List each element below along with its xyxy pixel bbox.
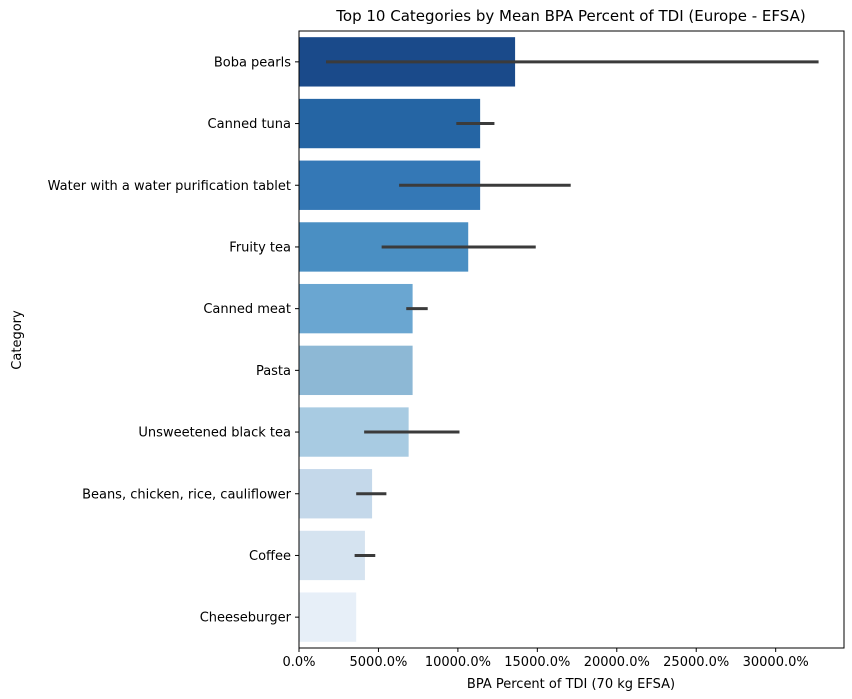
x-tick-label: 25000.0% xyxy=(663,655,729,670)
chart-title: Top 10 Categories by Mean BPA Percent of… xyxy=(335,7,805,25)
y-tick-label: Fruity tea xyxy=(229,240,291,255)
x-tick-label: 5000.0% xyxy=(350,655,408,670)
bar xyxy=(299,283,413,334)
plot-frame xyxy=(298,30,845,649)
y-tick-label: Cheeseburger xyxy=(200,611,292,626)
y-tick-label: Boba pearls xyxy=(214,55,291,70)
y-category-labels: Boba pearls Canned tuna Water with a water… xyxy=(48,55,299,626)
x-tick-label: 20000.0% xyxy=(584,655,650,670)
y-tick-label: Beans, chicken, rice, cauliflower xyxy=(82,487,292,502)
x-tick-label: 15000.0% xyxy=(504,655,570,670)
bars-layer xyxy=(299,37,516,642)
bar xyxy=(299,530,365,581)
bar xyxy=(299,98,481,149)
x-tick-label: 30000.0% xyxy=(743,655,809,670)
bar xyxy=(299,345,413,396)
x-tick-label: 10000.0% xyxy=(425,655,491,670)
y-tick-label: Unsweetened black tea xyxy=(138,426,291,441)
error-bars-layer xyxy=(326,60,819,557)
x-tick-label: 0.0% xyxy=(282,655,315,670)
y-axis-label: Category xyxy=(10,310,25,370)
y-tick-label: Water with a water purification tablet xyxy=(48,179,291,194)
x-tick-labels: 0.0% 5000.0% 10000.0% 15000.0% 20000.0% 25000… xyxy=(282,648,809,670)
x-axis-label: BPA Percent of TDI (70 kg EFSA) xyxy=(467,677,675,692)
y-tick-label: Canned tuna xyxy=(208,117,291,132)
bar xyxy=(299,592,357,642)
y-tick-label: Pasta xyxy=(256,364,291,379)
y-tick-label: Coffee xyxy=(249,549,291,564)
y-tick-label: Canned meat xyxy=(203,302,291,317)
